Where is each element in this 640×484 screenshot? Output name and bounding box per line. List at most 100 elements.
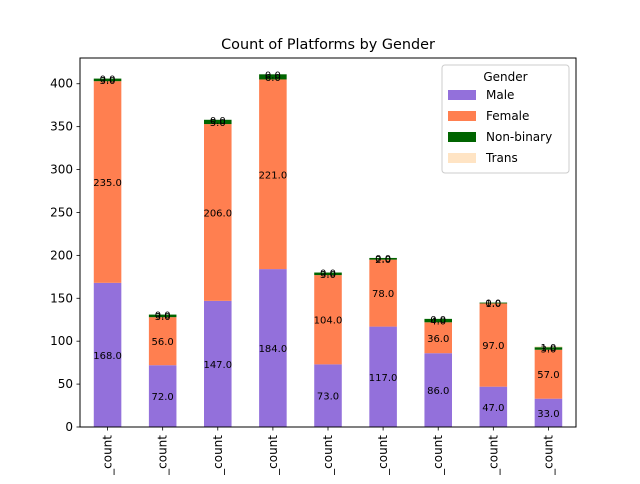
data-label-female: 56.0	[152, 337, 174, 348]
data-label-trans: 0.0	[375, 254, 391, 265]
bar-female	[204, 124, 232, 301]
legend-swatch-female	[448, 111, 476, 121]
bar-female	[479, 303, 508, 387]
data-label-female: 78.0	[372, 289, 394, 300]
data-label-non-binary: 4.0	[430, 317, 446, 328]
legend: Gender Male Female Non-binary Trans	[441, 64, 570, 174]
bar-non-binary	[93, 78, 122, 82]
bar-non-binary	[148, 314, 177, 318]
bar-non-binary	[479, 302, 508, 304]
bar-non-binary	[259, 74, 287, 80]
legend-swatch-trans	[448, 153, 476, 163]
data-label-male: 33.0	[537, 409, 559, 420]
bar-non-binary	[369, 257, 397, 260]
data-label-trans: 0.0	[155, 311, 171, 322]
data-label-female: 221.0	[259, 170, 288, 181]
chart-title: Count of Platforms by Gender	[221, 37, 435, 53]
data-label-male: 72.0	[152, 392, 174, 403]
bar-female	[314, 275, 342, 365]
data-label-non-binary: 6.0	[265, 73, 281, 84]
data-label-male: 47.0	[482, 403, 504, 414]
data-label-male: 184.0	[259, 344, 288, 355]
data-label-trans: 0.0	[485, 299, 501, 310]
bar-non-binary	[424, 318, 452, 323]
y-tick-label: 400	[50, 77, 73, 91]
y-axis: 0 50 100 150 200 250 300 350 400	[50, 77, 80, 434]
bar-female	[424, 322, 452, 354]
data-label-female: 57.0	[537, 370, 559, 381]
data-label-female: 104.0	[314, 316, 343, 327]
y-tick-label: 100	[50, 334, 73, 348]
data-label-trans: 0.0	[210, 116, 226, 127]
x-tick-label: _count	[211, 435, 225, 476]
bars-layer	[93, 74, 563, 427]
bar-male	[148, 365, 177, 427]
x-tick-label: _count	[431, 435, 445, 476]
data-label-non-binary: 5.0	[210, 118, 226, 129]
x-tick-label: _count	[101, 435, 115, 476]
bar-male	[314, 364, 342, 427]
data-label-trans: 1.0	[540, 343, 556, 354]
data-label-trans: 0.0	[320, 269, 336, 280]
bar-female	[534, 349, 563, 399]
bar-female	[93, 81, 122, 283]
x-tick-label: _count	[266, 435, 280, 476]
bar-trans	[534, 346, 563, 348]
y-tick-label: 350	[50, 120, 73, 134]
bar-female	[148, 317, 177, 366]
data-label-female: 97.0	[482, 341, 504, 352]
data-label-non-binary: 1.0	[485, 299, 501, 310]
data-label-trans: 0.0	[430, 315, 446, 326]
y-tick-label: 50	[58, 377, 73, 391]
plot-frame	[79, 57, 577, 428]
data-label-non-binary: 3.0	[540, 344, 556, 355]
data-labels-layer: 168.0235.03.00.072.056.03.00.0147.0206.0…	[93, 70, 559, 420]
y-tick-label: 150	[50, 291, 73, 305]
data-label-female: 206.0	[203, 208, 232, 219]
x-tick-label: _count	[486, 435, 500, 476]
legend-swatch-non-binary	[448, 132, 476, 142]
bar-male	[259, 269, 287, 427]
data-label-trans: 0.0	[265, 70, 281, 81]
y-tick-label: 250	[50, 205, 73, 219]
x-tick-label: _count	[321, 435, 335, 476]
legend-label-male: Male	[486, 88, 514, 102]
bar-non-binary	[534, 347, 563, 350]
bar-male	[424, 353, 452, 427]
x-tick-label: _count	[156, 435, 170, 476]
bar-female	[369, 259, 397, 327]
bar-male	[479, 386, 508, 427]
data-label-trans: 0.0	[100, 75, 116, 86]
data-label-male: 86.0	[427, 386, 449, 397]
bar-male	[369, 326, 397, 427]
y-tick-label: 300	[50, 163, 73, 177]
data-label-male: 117.0	[369, 373, 398, 384]
data-label-female: 235.0	[93, 178, 122, 189]
legend-title: Gender	[483, 70, 527, 84]
data-label-male: 73.0	[317, 392, 339, 403]
data-label-female: 36.0	[427, 334, 449, 345]
bar-male	[93, 282, 122, 427]
bar-non-binary	[314, 272, 342, 276]
data-label-male: 147.0	[203, 360, 232, 371]
bar-non-binary	[204, 119, 232, 125]
y-tick-label: 0	[65, 420, 73, 434]
x-axis: _count _count _count _count _count _count _cou…	[101, 427, 555, 476]
data-label-male: 168.0	[93, 351, 122, 362]
y-tick-label: 200	[50, 248, 73, 262]
bar-male	[204, 300, 232, 427]
legend-label-trans: Trans	[485, 151, 518, 165]
legend-swatch-male	[448, 90, 476, 100]
legend-label-non-binary: Non-binary	[486, 130, 552, 144]
data-label-non-binary: 3.0	[155, 312, 171, 323]
legend-label-female: Female	[486, 109, 529, 123]
bar-female	[259, 79, 287, 270]
data-label-non-binary: 3.0	[320, 270, 336, 281]
x-tick-label: _count	[541, 435, 555, 476]
x-tick-label: _count	[376, 435, 390, 476]
data-label-non-binary: 3.0	[100, 76, 116, 87]
data-label-non-binary: 2.0	[375, 255, 391, 266]
bar-male	[534, 398, 563, 427]
